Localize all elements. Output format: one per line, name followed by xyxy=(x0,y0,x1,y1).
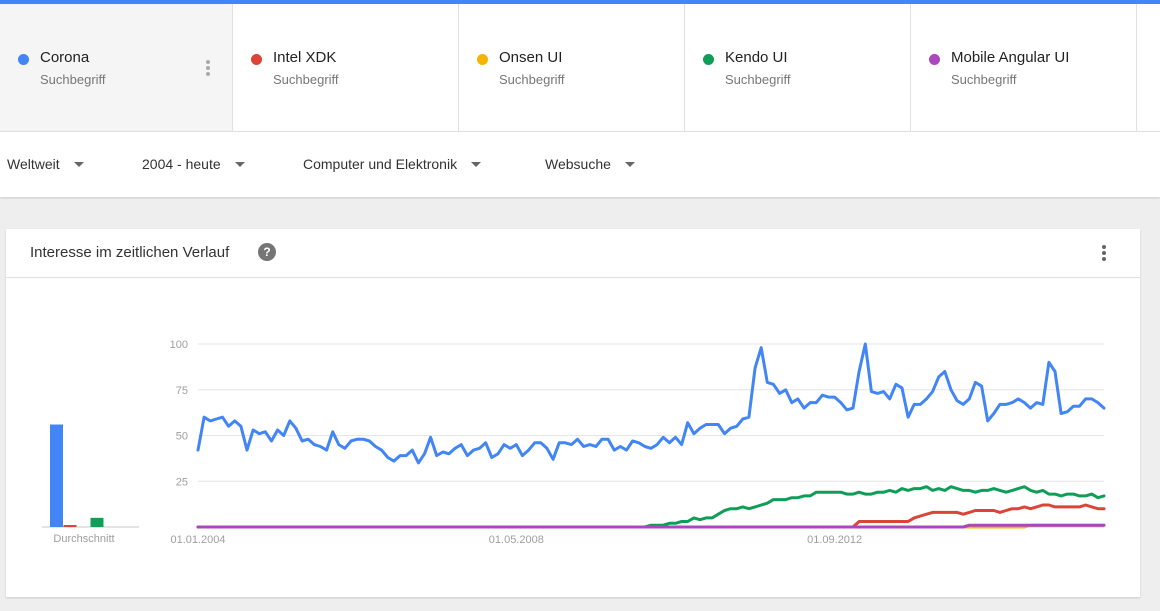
term-type: Suchbegriff xyxy=(40,72,106,87)
term-color-dot xyxy=(477,54,488,65)
average-bar-intel-xdk xyxy=(63,525,77,527)
term-card-corona[interactable]: Corona Suchbegriff xyxy=(0,4,233,131)
y-tick-label: 100 xyxy=(170,339,188,351)
time-range-label: 2004 - heute xyxy=(142,156,221,172)
term-name: Mobile Angular UI xyxy=(951,49,1070,66)
search-type-dropdown[interactable]: Websuche xyxy=(545,156,635,172)
term-card-intel-xdk[interactable]: Intel XDK Suchbegriff xyxy=(233,4,459,131)
term-color-dot xyxy=(251,54,262,65)
time-range-dropdown[interactable]: 2004 - heute xyxy=(142,156,245,172)
category-label: Computer und Elektronik xyxy=(303,156,458,172)
dropdown-arrow-icon xyxy=(234,161,245,167)
series-line-mobile-angular-ui xyxy=(196,523,1106,529)
term-type: Suchbegriff xyxy=(951,72,1017,87)
term-type: Suchbegriff xyxy=(499,72,565,87)
x-tick-label: 01.01.2004 xyxy=(170,534,225,546)
dropdown-arrow-icon xyxy=(624,161,635,167)
top-accent-bar xyxy=(0,0,1160,4)
term-name: Onsen UI xyxy=(499,49,563,66)
term-card-onsen-ui[interactable]: Onsen UI Suchbegriff xyxy=(459,4,685,131)
x-tick-label: 01.05.2008 xyxy=(489,534,544,546)
average-bar-corona xyxy=(50,424,63,527)
y-tick-label: 75 xyxy=(176,385,188,397)
category-dropdown[interactable]: Computer und Elektronik xyxy=(303,156,482,172)
region-dropdown[interactable]: Weltweit xyxy=(7,156,84,172)
help-icon[interactable]: ? xyxy=(258,243,276,261)
average-bar-kendo-ui xyxy=(90,517,104,527)
dropdown-arrow-icon xyxy=(471,161,482,167)
search-terms-bar: Corona Suchbegriff Intel XDK Suchbegriff… xyxy=(0,4,1160,131)
region-label: Weltweit xyxy=(7,156,60,172)
x-tick-label: 01.09.2012 xyxy=(807,534,862,546)
term-color-dot xyxy=(703,54,714,65)
more-vert-icon[interactable] xyxy=(206,60,210,78)
interest-over-time-card: Interesse im zeitlichen Verlauf ? 100 75 5… xyxy=(6,229,1140,597)
term-card-kendo-ui[interactable]: Kendo UI Suchbegriff xyxy=(685,4,911,131)
y-tick-label: 50 xyxy=(176,431,188,443)
term-card-mobile-angular-ui[interactable]: Mobile Angular UI Suchbegriff xyxy=(911,4,1137,131)
term-name: Intel XDK xyxy=(273,49,337,66)
card-header: Interesse im zeitlichen Verlauf ? xyxy=(6,229,1140,278)
card-more-vert-icon[interactable] xyxy=(1102,245,1106,263)
term-name: Corona xyxy=(40,49,90,66)
term-color-dot xyxy=(929,54,940,65)
series-line-corona xyxy=(196,342,1106,465)
search-type-label: Websuche xyxy=(545,156,611,172)
term-name: Kendo UI xyxy=(725,49,788,66)
card-title: Interesse im zeitlichen Verlauf xyxy=(30,244,230,261)
term-color-dot xyxy=(18,54,29,65)
average-label: Durchschnitt xyxy=(53,533,114,545)
interest-chart: 100 75 50 25 01.01.2004 01.05.2008 01.09.2012 D… xyxy=(42,339,1106,546)
series-line-kendo-ui xyxy=(196,485,1106,529)
term-type: Suchbegriff xyxy=(273,72,339,87)
filter-bar: Weltweit 2004 - heute Computer und Elekt… xyxy=(0,131,1160,197)
dropdown-arrow-icon xyxy=(73,161,84,167)
term-type: Suchbegriff xyxy=(725,72,791,87)
y-tick-label: 25 xyxy=(176,476,188,488)
